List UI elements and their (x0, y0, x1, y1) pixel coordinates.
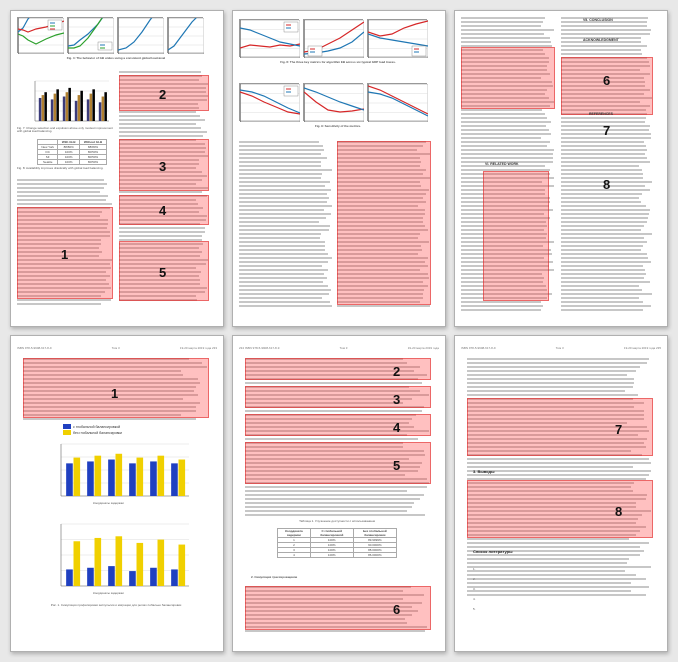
mini-table: With GLBWithout GLBNew York88/80%88/80%D… (37, 139, 107, 165)
reference-item: 3. (473, 588, 649, 591)
highlight-region (245, 442, 431, 484)
highlight-region (245, 586, 431, 630)
highlight-number: 6 (603, 73, 610, 88)
page-4: ISBN 978-5-9908-617-8-9 Том 3 19-20 март… (10, 335, 224, 652)
p5-header-mid: Том 3 (340, 346, 348, 350)
highlight-number: 6 (393, 602, 400, 617)
section-heading: VI. RELATED WORK (485, 163, 519, 167)
reference-item: 2. (473, 578, 649, 581)
line-chart (17, 17, 63, 53)
line-chart (303, 83, 363, 121)
section-heading: 3. Выводы (473, 470, 495, 474)
p4-caption: Рис. 1. Симуляция профилировки экспульси… (23, 604, 209, 607)
reference-item: 4. (473, 598, 649, 601)
section-heading: Список литературы (473, 550, 513, 554)
highlight-region (245, 358, 431, 380)
highlight-region (467, 480, 653, 538)
p2-top-caption: Fig. 6: The three key metrics for algori… (253, 61, 423, 64)
line-chart (303, 19, 363, 57)
page-3: 6 7 8 VI. RELATED WORK VII. CONCLUSION ACKNOW… (454, 10, 668, 327)
section-heading: VII. CONCLUSION (583, 19, 613, 23)
highlight-region (467, 398, 653, 456)
highlight-number: 2 (393, 364, 400, 379)
line-chart (239, 83, 299, 121)
table-title: Таблица 1. Улучшение доступности с испол… (277, 520, 397, 523)
p4-header-mid: Том 3 (112, 346, 120, 350)
page-6: ISBN 978-5-9908-617-8-9 Том 3 19-20 март… (454, 335, 668, 652)
axis-label: Координаты задержки (93, 592, 124, 595)
line-chart (239, 19, 299, 57)
highlight-number: 3 (393, 392, 400, 407)
line-chart (117, 17, 163, 53)
highlight-number: 1 (61, 247, 68, 262)
axis-label: Координаты задержки (93, 502, 124, 505)
page-2: Fig. 6: The three key metrics for algori… (232, 10, 446, 327)
highlight-region (337, 141, 431, 305)
page-1: Fig. 4: The behavior of GB unites using … (10, 10, 224, 327)
p1-bar-caption: Fig. 7: Change selection and expulsion a… (17, 127, 113, 134)
line-chart (367, 19, 427, 57)
highlight-number: 4 (159, 203, 166, 218)
data-table: Координата задержкиС глобальной балансир… (277, 528, 397, 558)
page-5: 234 ISBN 978-5-9908-617-8-9 Том 3 19-20 … (232, 335, 446, 652)
highlight-number: 3 (159, 159, 166, 174)
p6-header-mid: Том 3 (556, 346, 564, 350)
p1-table-caption: Fig. 8: Availability improves drasticall… (17, 167, 113, 170)
bar-chart (17, 77, 113, 125)
section-heading: REFERENCES (589, 113, 613, 117)
p6-header-left: ISBN 978-5-9908-617-8-9 (461, 346, 496, 350)
legend: с глобальной балансировкойбез глобальной… (63, 424, 122, 436)
highlight-number: 8 (615, 504, 622, 519)
p4-header-left: ISBN 978-5-9908-617-8-9 (17, 346, 52, 350)
p5-header-right: 19-20 марта 2019 года (408, 346, 439, 350)
p2-left-text (239, 141, 333, 309)
highlight-number: 2 (159, 87, 166, 102)
highlight-number: 7 (615, 422, 622, 437)
section-heading: ACKNOWLEDGMENT (583, 39, 619, 43)
highlight-number: 4 (393, 420, 400, 435)
p5-text-a (245, 358, 431, 518)
highlight-number: 5 (393, 458, 400, 473)
p6-header-right: 19-20 марта 2019 года 235 (624, 346, 661, 350)
line-chart (367, 83, 427, 121)
p2-bottom-caption: Fig. 9: Sensitivity of the metrics. (293, 125, 383, 128)
bar-chart (43, 440, 193, 500)
highlight-region (245, 386, 431, 408)
highlight-region (483, 171, 549, 301)
p5-header-left: 234 ISBN 978-5-9908-617-8-9 (239, 346, 279, 350)
p4-header-right: 19-20 марта 2019 года 233 (180, 346, 217, 350)
highlight-number: 8 (603, 177, 610, 192)
p6-header: ISBN 978-5-9908-617-8-9 Том 3 19-20 март… (461, 346, 661, 350)
reference-item: 5. (473, 608, 649, 611)
line-chart (167, 17, 203, 53)
highlight-number: 1 (111, 386, 118, 401)
highlight-number: 5 (159, 265, 166, 280)
p5-section: 2. Симуляция трассировщиков (251, 576, 297, 579)
p1-top-caption: Fig. 4: The behavior of GB unites using … (31, 57, 201, 60)
p5-header: 234 ISBN 978-5-9908-617-8-9 Том 3 19-20 … (239, 346, 439, 350)
p4-header: ISBN 978-5-9908-617-8-9 Том 3 19-20 март… (17, 346, 217, 350)
p6-text (467, 358, 653, 598)
highlight-number: 7 (603, 123, 610, 138)
line-chart (67, 17, 113, 53)
bar-chart (43, 520, 193, 590)
highlight-region (245, 414, 431, 436)
highlight-region (461, 47, 555, 109)
reference-item: 1. (473, 568, 649, 571)
